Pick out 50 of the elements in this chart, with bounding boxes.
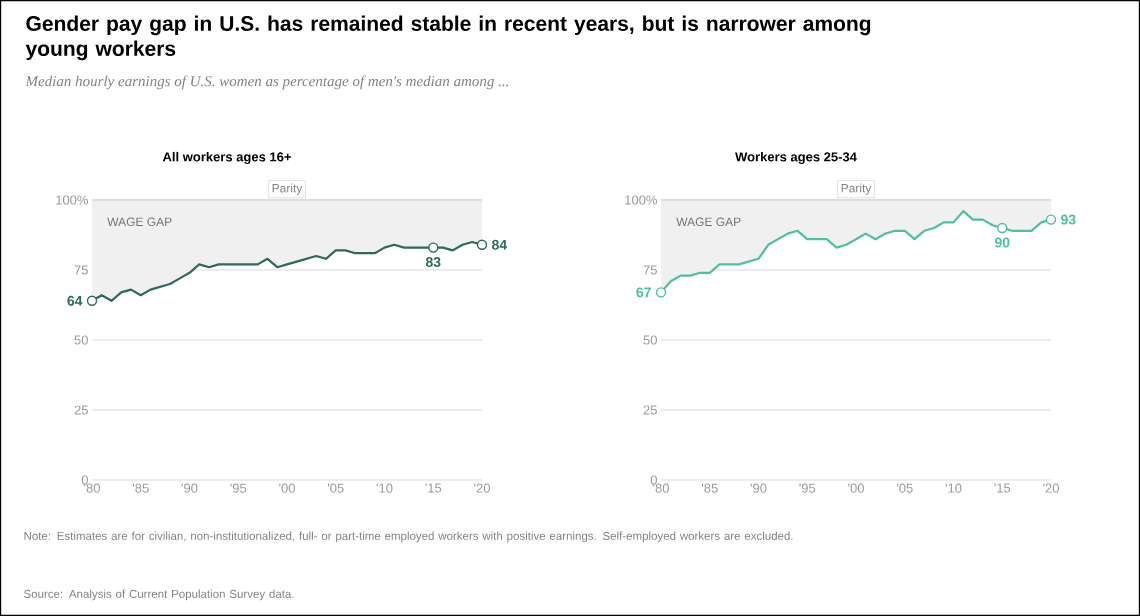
point <box>428 242 439 253</box>
y-tick-label: 25 <box>643 405 657 415</box>
data-label: 93 <box>1061 214 1076 225</box>
x-tick-label: '05 <box>327 483 344 493</box>
x-tick-label: '90 <box>181 483 198 493</box>
y-tick-label: 75 <box>74 265 88 275</box>
data-label: 83 <box>425 257 441 268</box>
y-tick-label: 50 <box>74 335 88 345</box>
x-tick-label: '10 <box>945 483 962 493</box>
x-tick-label: '80 <box>653 483 669 493</box>
x-tick-label: '85 <box>132 483 149 493</box>
x-tick-label: '20 <box>474 483 490 493</box>
y-tick-label: 100% <box>625 195 658 205</box>
x-tick-label: '00 <box>848 483 864 493</box>
point <box>997 222 1008 234</box>
x-tick-label: '10 <box>376 483 393 493</box>
text: Note: Estimates are for civilian, non-institutionalized, full- or part-time employed workers with positive earnings. Self-employed workers are excluded. <box>24 531 793 543</box>
x-tick-label: '85 <box>701 483 718 493</box>
point <box>655 287 667 298</box>
ref-line-label: Parity <box>841 183 872 195</box>
x-tick-label: '20 <box>1043 483 1059 493</box>
x-tick-label: '95 <box>230 483 247 493</box>
y-tick-label: 0 <box>81 475 88 485</box>
data-label: 84 <box>491 239 508 250</box>
x-tick-label: '95 <box>799 483 816 493</box>
text: Median hourly earnings of U.S. women as percentage of men's median among ... <box>25 75 509 90</box>
data-label: 90 <box>994 237 1010 248</box>
y-tick-label: 0 <box>650 475 657 485</box>
point <box>1045 214 1057 225</box>
x-tick-label: '15 <box>425 483 442 493</box>
y-tick-label: 25 <box>74 405 88 415</box>
annotation: WAGE GAP <box>107 217 172 227</box>
data-label: 67 <box>636 287 651 298</box>
x-tick-label: '90 <box>750 483 767 493</box>
point <box>476 239 488 250</box>
x-tick-label: '80 <box>84 483 100 493</box>
annotation: WAGE GAP <box>676 217 741 227</box>
y-tick-label: 100% <box>56 195 89 205</box>
chart-title: All workers ages 16+ <box>162 151 291 165</box>
data-label: 64 <box>67 295 83 306</box>
y-tick-label: 75 <box>643 265 657 275</box>
y-tick-label: 50 <box>643 335 657 345</box>
x-tick-label: '00 <box>279 483 295 493</box>
chart-title: Workers ages 25-34 <box>735 151 857 165</box>
point <box>86 295 98 306</box>
x-tick-label: '05 <box>896 483 913 493</box>
text: Gender pay gap in U.S. has remained stable in recent years, but is narrower among young workers <box>25 15 871 61</box>
ref-line-label: Parity <box>272 183 303 195</box>
source-note: Source: Analysis of Current Population Survey data. <box>24 589 294 601</box>
x-tick-label: '15 <box>994 483 1011 493</box>
